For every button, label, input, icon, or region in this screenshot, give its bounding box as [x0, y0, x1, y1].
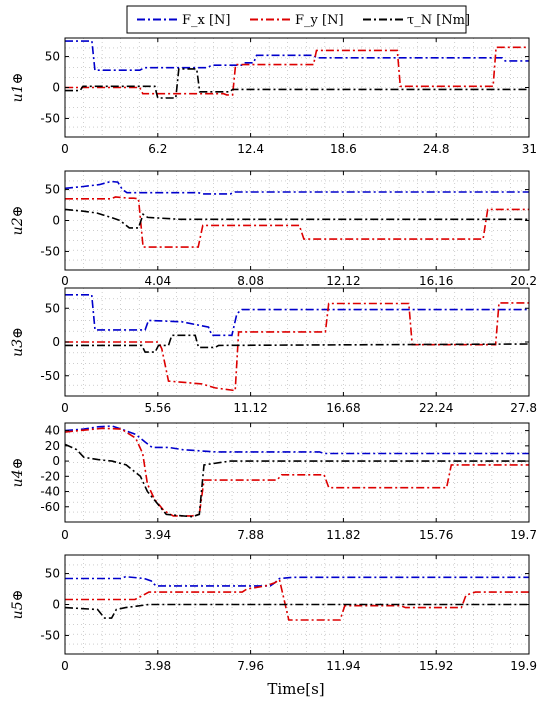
legend-box — [126, 5, 467, 34]
y-tick-label: -40 — [40, 485, 60, 499]
y-tick-label: 50 — [45, 301, 60, 315]
x-tick-label: 15.76 — [419, 528, 453, 542]
y-tick-label: -20 — [40, 469, 60, 483]
x-tick-label: 0 — [61, 401, 69, 415]
x-tick-label: 12.12 — [326, 274, 360, 288]
legend-label-fy: F_y [N] — [295, 13, 344, 28]
x-tick-label: 15.92 — [419, 659, 453, 673]
y-tick-label: 0 — [52, 454, 60, 468]
series-line-tau — [64, 443, 529, 518]
y-tick-label: -50 — [40, 244, 60, 258]
y-tick-label: 0 — [52, 214, 60, 228]
x-tick-label: 16.68 — [326, 401, 360, 415]
y-axis-label: u4⊕ — [10, 458, 26, 488]
subplot-3: 0 5.56 11.12 16.68 22.24 27.8 50 0 -50 u3⊕ — [10, 287, 537, 415]
x-tick-label: 5.56 — [144, 401, 171, 415]
x-tick-label: 0 — [61, 528, 69, 542]
y-axis-label: u2⊕ — [10, 206, 26, 236]
x-tick-label: 27.8 — [510, 401, 537, 415]
y-axis-label: u1⊕ — [10, 73, 26, 103]
x-tick-label: 6.2 — [148, 142, 167, 156]
y-axis-label: u3⊕ — [10, 327, 26, 357]
x-tick-label: 18.6 — [330, 142, 357, 156]
series-line-fx — [65, 575, 529, 587]
legend-label-fx: F_x [N] — [182, 13, 231, 28]
series-line-fx — [64, 180, 529, 195]
x-tick-label: 7.88 — [237, 528, 264, 542]
x-tick-label: 31 — [522, 142, 537, 156]
x-tick-label: 11.82 — [326, 528, 360, 542]
y-tick-label: -50 — [40, 369, 60, 383]
subplot-1: 0 6.2 12.4 18.6 24.8 31 50 0 -50 u1⊕ — [10, 37, 537, 156]
x-tick-label: 19.7 — [510, 528, 537, 542]
series-line-tau — [65, 334, 530, 353]
subplot-5: 0 3.98 7.96 11.94 15.92 19.9 50 0 -50 u5⊕ — [10, 554, 537, 673]
y-tick-label: -50 — [40, 628, 60, 642]
series-line-fy — [65, 578, 529, 621]
y-tick-label: -50 — [40, 111, 60, 125]
series-line-fy — [65, 196, 529, 248]
x-tick-label: 7.96 — [237, 659, 264, 673]
x-tick-label: 20.2 — [510, 274, 537, 288]
y-tick-label: 0 — [52, 598, 60, 612]
y-tick-label: 50 — [45, 567, 60, 581]
series-line-fx — [64, 425, 529, 455]
x-tick-label: 3.98 — [144, 659, 171, 673]
x-axis-label: Time[s] — [267, 680, 324, 698]
x-tick-label: 24.8 — [423, 142, 450, 156]
y-axis-label: u5⊕ — [10, 590, 26, 620]
x-tick-label: 11.12 — [233, 401, 267, 415]
series-line-fx — [65, 294, 529, 337]
x-tick-label: 4.04 — [144, 274, 171, 288]
x-tick-label: 11.94 — [326, 659, 360, 673]
grid — [65, 38, 529, 137]
series-line-tau — [64, 603, 529, 619]
x-tick-label: 0 — [61, 274, 69, 288]
y-tick-label: 50 — [45, 50, 60, 64]
legend-label-tau: τ_N [Nm] — [407, 13, 470, 28]
series-line-fy — [65, 302, 529, 392]
x-tick-label: 0 — [61, 659, 69, 673]
legend: F_x [N] F_y [N] τ_N [Nm] — [126, 5, 470, 34]
grid — [65, 423, 529, 522]
x-tick-label: 22.24 — [419, 401, 453, 415]
y-tick-label: -60 — [40, 500, 60, 514]
series-line-tau — [65, 68, 529, 99]
axes-frame — [64, 422, 530, 523]
x-tick-label: 19.9 — [510, 659, 537, 673]
x-tick-label: 12.4 — [237, 142, 264, 156]
x-tick-label: 3.94 — [144, 528, 171, 542]
x-tick-label: 16.16 — [419, 274, 453, 288]
series-line-tau — [64, 208, 529, 229]
y-tick-label: 0 — [52, 81, 60, 95]
x-tick-label: 0 — [61, 142, 69, 156]
y-tick-label: 0 — [52, 335, 60, 349]
x-tick-label: 8.08 — [237, 274, 264, 288]
y-tick-label: 40 — [45, 424, 60, 438]
y-tick-label: 50 — [45, 183, 60, 197]
series-line-fy — [64, 427, 529, 517]
subplot-2: 0 4.04 8.08 12.12 16.16 20.2 50 0 -50 u2⊕ — [10, 170, 537, 288]
y-tick-label: 20 — [45, 439, 60, 453]
